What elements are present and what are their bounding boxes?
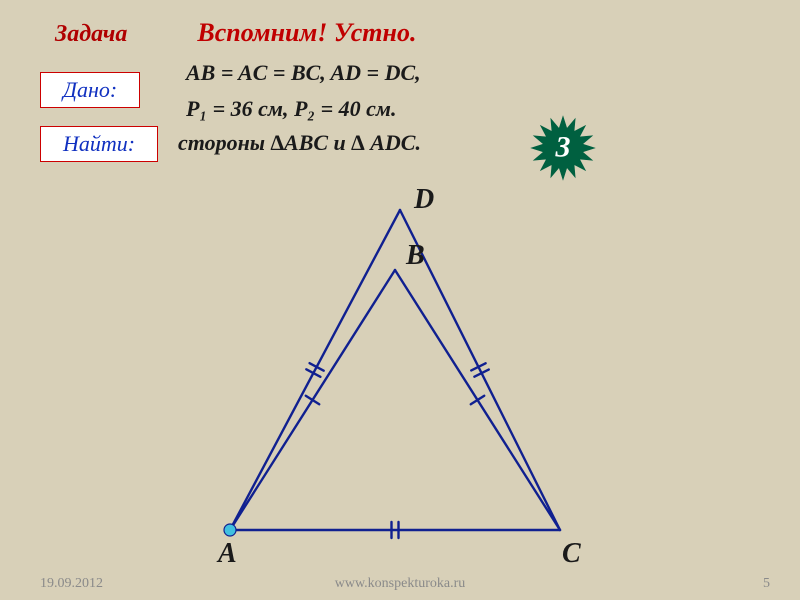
task-label: Задача: [55, 21, 127, 48]
conditions-line-2: P₁ = 36 см, P₂ = 40 см.: [186, 96, 396, 122]
star-number: 3: [556, 130, 571, 164]
diagram-svg: [170, 190, 630, 570]
vertex-label-b: B: [406, 240, 425, 272]
footer-url: www.konspekturoka.ru: [335, 576, 466, 592]
vertex-label-c: C: [562, 538, 581, 570]
find-text: стороны ∆ABС и ∆ ADC.: [178, 130, 421, 156]
starburst-badge: 3: [530, 115, 596, 181]
vertex-label-a: A: [218, 538, 237, 570]
triangle-diagram: A B C D: [170, 190, 630, 570]
given-box: Дано:: [40, 72, 140, 108]
find-box: Найти:: [40, 126, 158, 162]
recall-label: Вспомним! Устно.: [197, 18, 416, 48]
vertex-label-d: D: [414, 184, 434, 216]
footer-page: 5: [763, 576, 770, 592]
conditions-line-1: AB = AC = BC, AD = DC,: [186, 60, 421, 86]
footer-date: 19.09.2012: [40, 576, 103, 592]
